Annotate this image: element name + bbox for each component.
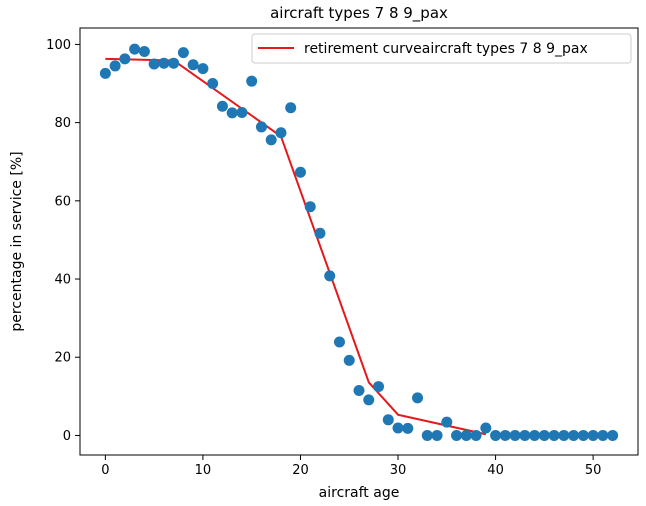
plot-frame bbox=[79, 27, 639, 456]
data-point bbox=[480, 422, 492, 434]
data-point bbox=[607, 429, 619, 441]
data-point bbox=[548, 429, 560, 441]
data-point bbox=[138, 45, 150, 57]
data-point bbox=[412, 392, 424, 404]
data-point bbox=[275, 127, 287, 139]
data-point bbox=[324, 270, 336, 282]
y-axis-ticks: 0 20 40 60 80 100 bbox=[46, 38, 80, 444]
data-point bbox=[421, 429, 433, 441]
data-point bbox=[294, 166, 306, 178]
data-point bbox=[265, 134, 277, 146]
data-point bbox=[353, 384, 365, 396]
data-point bbox=[333, 336, 345, 348]
data-point bbox=[558, 429, 570, 441]
data-point bbox=[587, 429, 599, 441]
data-point bbox=[177, 47, 189, 59]
y-tick-label: 40 bbox=[54, 273, 71, 288]
y-tick-label: 60 bbox=[54, 194, 71, 209]
data-point bbox=[451, 429, 463, 441]
data-point bbox=[538, 429, 550, 441]
data-point bbox=[499, 429, 511, 441]
data-point bbox=[577, 429, 589, 441]
data-point bbox=[285, 102, 297, 114]
data-point bbox=[99, 67, 111, 79]
legend-box bbox=[251, 33, 632, 64]
data-point bbox=[207, 78, 219, 90]
data-point bbox=[158, 57, 170, 69]
data-point bbox=[119, 53, 131, 65]
data-point bbox=[148, 58, 160, 70]
data-point bbox=[216, 100, 228, 112]
data-point bbox=[441, 416, 453, 428]
data-point bbox=[255, 121, 267, 133]
x-tick-label: 0 bbox=[101, 463, 109, 478]
x-tick-label: 10 bbox=[195, 463, 212, 478]
y-tick-label: 0 bbox=[63, 429, 71, 444]
x-tick-label: 30 bbox=[390, 463, 407, 478]
data-point bbox=[236, 106, 248, 118]
legend-label: retirement curveaircraft types 7 8 9_pax bbox=[304, 41, 588, 57]
data-point bbox=[343, 354, 355, 366]
y-tick-label: 20 bbox=[54, 351, 71, 366]
data-point bbox=[470, 429, 482, 441]
data-point bbox=[392, 422, 404, 434]
data-point bbox=[187, 59, 199, 71]
data-point bbox=[529, 429, 541, 441]
data-point bbox=[314, 227, 326, 239]
data-point bbox=[363, 394, 375, 406]
data-point bbox=[431, 429, 443, 441]
series-points bbox=[99, 43, 619, 441]
y-axis-label: percentage in service [%] bbox=[9, 151, 25, 331]
data-point bbox=[568, 429, 580, 441]
data-point bbox=[460, 429, 472, 441]
data-point bbox=[597, 429, 609, 441]
data-point bbox=[109, 60, 121, 72]
data-point bbox=[509, 429, 521, 441]
x-tick-label: 50 bbox=[585, 463, 602, 478]
data-point bbox=[490, 429, 502, 441]
data-point bbox=[304, 201, 316, 213]
x-tick-label: 40 bbox=[487, 463, 504, 478]
data-point bbox=[168, 57, 180, 69]
data-point bbox=[246, 75, 258, 87]
x-axis-label: aircraft age bbox=[319, 485, 400, 501]
y-tick-label: 80 bbox=[54, 116, 71, 131]
data-point bbox=[226, 107, 238, 119]
data-point bbox=[373, 381, 385, 393]
x-axis-ticks: 0 10 20 30 40 50 bbox=[101, 455, 601, 478]
legend: retirement curveaircraft types 7 8 9_pax bbox=[251, 33, 632, 64]
x-tick-label: 20 bbox=[292, 463, 309, 478]
data-point bbox=[197, 63, 209, 75]
data-point bbox=[402, 422, 414, 434]
data-point bbox=[129, 43, 141, 55]
y-tick-label: 100 bbox=[46, 38, 71, 53]
data-point bbox=[382, 414, 394, 426]
chart-title: aircraft types 7 8 9_pax bbox=[270, 4, 448, 23]
data-point bbox=[519, 429, 531, 441]
